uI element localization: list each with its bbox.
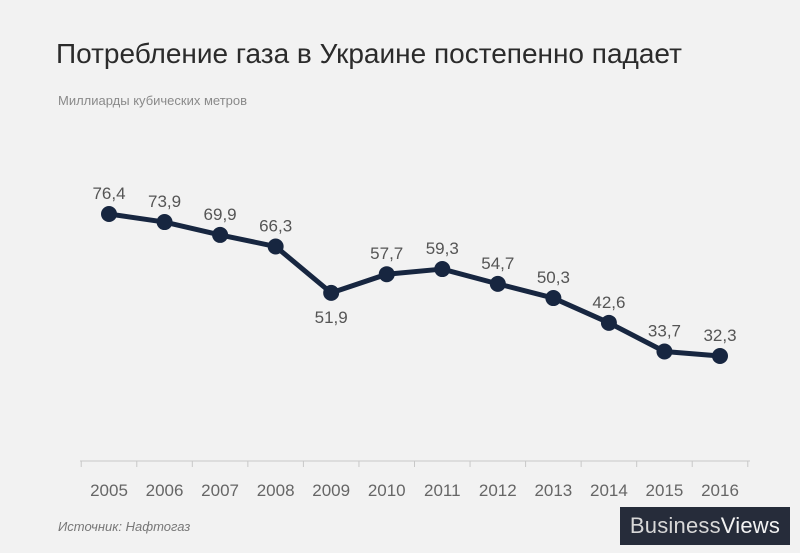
data-label: 50,3 bbox=[537, 268, 570, 287]
data-point bbox=[489, 275, 506, 292]
x-tick-label: 2006 bbox=[146, 481, 184, 500]
x-tick-label: 2005 bbox=[90, 481, 128, 500]
businessviews-logo: Business Views bbox=[620, 507, 790, 545]
x-tick-label: 2014 bbox=[590, 481, 628, 500]
data-point bbox=[212, 226, 229, 243]
data-point bbox=[656, 343, 673, 360]
data-label: 57,7 bbox=[370, 244, 403, 263]
logo-part-business: Business bbox=[629, 513, 721, 538]
data-point bbox=[712, 348, 728, 364]
x-tick-label: 2016 bbox=[701, 481, 739, 500]
chart-subtitle: Миллиарды кубических метров bbox=[58, 93, 248, 108]
x-tick-label: 2013 bbox=[534, 481, 572, 500]
data-label: 69,9 bbox=[204, 205, 237, 224]
data-label: 33,7 bbox=[648, 321, 681, 340]
x-tick-label: 2012 bbox=[479, 481, 517, 500]
x-tick-label: 2007 bbox=[201, 481, 239, 500]
x-tick-label: 2008 bbox=[257, 481, 295, 500]
chart-title: Потребление газа в Украине постепенно па… bbox=[56, 38, 682, 69]
data-point bbox=[600, 314, 617, 331]
data-point bbox=[323, 284, 340, 301]
data-label: 76,4 bbox=[92, 184, 125, 203]
data-point bbox=[434, 261, 451, 278]
x-tick-label: 2015 bbox=[646, 481, 684, 500]
data-label: 42,6 bbox=[592, 293, 625, 312]
data-label: 54,7 bbox=[481, 254, 514, 273]
data-point bbox=[378, 266, 395, 283]
data-point bbox=[267, 238, 284, 255]
source-note: Источник: Нафтогаз bbox=[58, 519, 191, 534]
data-label: 32,3 bbox=[703, 326, 736, 345]
data-label: 51,9 bbox=[315, 308, 348, 327]
x-tick-label: 2010 bbox=[368, 481, 406, 500]
data-point bbox=[545, 290, 562, 307]
series-line bbox=[106, 211, 723, 359]
data-point bbox=[101, 206, 117, 222]
data-label: 59,3 bbox=[426, 239, 459, 258]
x-tick-label: 2009 bbox=[312, 481, 350, 500]
x-tick-label: 2011 bbox=[424, 481, 461, 500]
logo-part-views: Views bbox=[720, 513, 781, 538]
data-point bbox=[156, 214, 173, 231]
data-label: 73,9 bbox=[148, 192, 181, 211]
data-label: 66,3 bbox=[259, 217, 292, 236]
